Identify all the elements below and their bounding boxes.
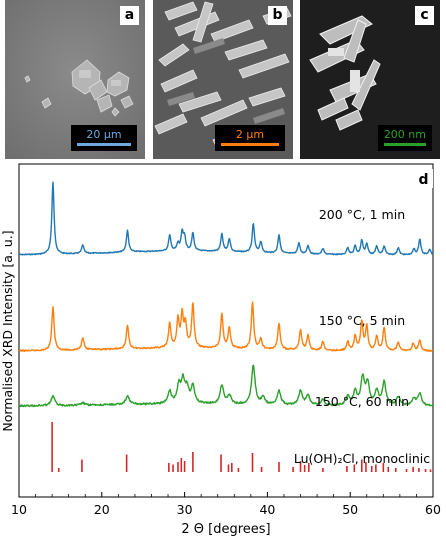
x-tick-label: 10: [11, 502, 27, 517]
scale-label-b: 2 µm: [235, 128, 265, 141]
scale-line-c: [383, 143, 426, 146]
series-line-1: [18, 181, 434, 256]
series-line-2: [18, 301, 434, 353]
series-label-4: Lu(OH)₂Cl, monoclinic: [294, 451, 430, 466]
sem-panel-a: a 20 µm: [5, 0, 145, 159]
panel-letter-d: d: [418, 172, 428, 188]
series-line-3: [18, 364, 434, 408]
tick-layer: 10 20 30 40 50 60: [11, 492, 441, 517]
scale-bar-a: 20 µm: [71, 125, 137, 151]
series-layer: [18, 181, 434, 472]
label-layer: 200 °C, 1 min 150 °C, 5 min 150 °C, 60 min…: [294, 207, 430, 466]
panel-letter-c: c: [415, 6, 434, 25]
scale-label-a: 20 µm: [86, 128, 122, 141]
scale-bar-b: 2 µm: [215, 125, 285, 151]
scale-line-a: [77, 143, 131, 146]
x-tick-label: 30: [177, 502, 193, 517]
y-axis-label: Normalised XRD Intensity [a. u.]: [0, 230, 15, 431]
x-axis-label: 2 Θ [degrees]: [181, 522, 270, 537]
scale-bar-c: 200 nm: [377, 125, 432, 151]
series-label-1: 200 °C, 1 min: [319, 207, 405, 222]
scale-label-c: 200 nm: [383, 128, 426, 141]
sem-panel-c: c 200 nm: [300, 0, 440, 159]
x-tick-label: 40: [259, 502, 275, 517]
x-tick-label: 60: [425, 502, 441, 517]
panel-letter-a: a: [120, 6, 139, 25]
series-label-2: 150 °C, 5 min: [319, 313, 405, 328]
panel-letter-b: b: [268, 6, 287, 25]
panel-letter-d-box: [414, 169, 433, 188]
series-label-3: 150 °C, 60 min: [315, 394, 409, 409]
x-tick-label: 20: [94, 502, 110, 517]
x-tick-label: 50: [342, 502, 358, 517]
plot-frame: [18, 163, 434, 498]
sem-panel-b: b 2 µm: [153, 0, 293, 159]
scale-line-b: [221, 143, 279, 146]
xrd-chart: 10 20 30 40 50 60 200 °C, 1 min 150 °C, 5 min 1…: [0, 163, 441, 537]
